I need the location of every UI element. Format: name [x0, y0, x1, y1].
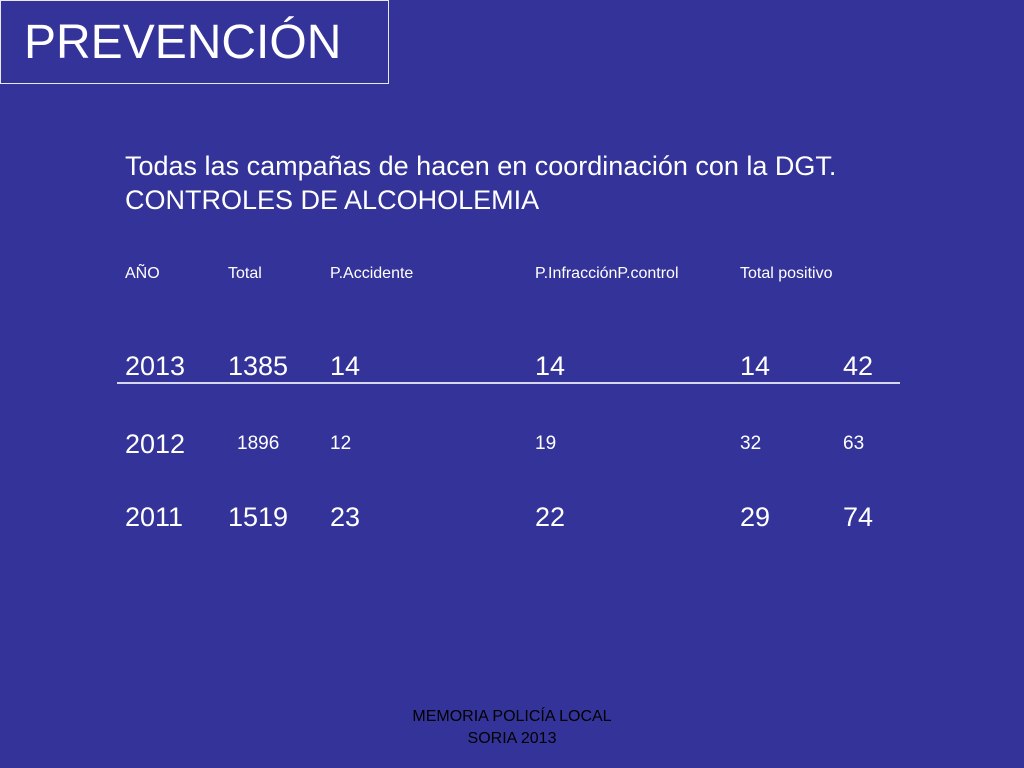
table-cell: 74	[843, 502, 874, 532]
table-cell: 2012	[125, 429, 186, 459]
table-header-total: Total	[228, 265, 262, 282]
table-cell: 63	[843, 433, 865, 454]
table-header-infraccion-control: P.InfracciónP.control	[535, 265, 679, 282]
title-box: PREVENCIÓN	[0, 0, 389, 84]
table-cell: 1385	[228, 351, 289, 381]
table-cell: 14	[740, 351, 771, 381]
table-cell: 19	[535, 433, 557, 454]
table-cell: 14	[535, 351, 566, 381]
table-cell: 22	[535, 502, 566, 532]
table-header-accidente: P.Accidente	[330, 265, 414, 282]
table-cell: 12	[330, 433, 352, 454]
table-cell: 2013	[125, 351, 186, 381]
subtitle-block: Todas las campañas de hacen en coordinac…	[125, 149, 836, 217]
table-cell: 23	[330, 502, 361, 532]
footer: MEMORIA POLICÍA LOCAL SORIA 2013	[362, 706, 662, 750]
subtitle-line-1: Todas las campañas de hacen en coordinac…	[125, 151, 837, 181]
footer-line-1: MEMORIA POLICÍA LOCAL	[412, 708, 612, 725]
table-cell: 29	[740, 502, 771, 532]
subtitle-line-2: CONTROLES DE ALCOHOLEMIA	[125, 185, 540, 215]
table-cell: 42	[843, 351, 874, 381]
table-cell: 1519	[228, 502, 289, 532]
table-cell: 1896	[237, 433, 280, 454]
row-divider	[117, 382, 900, 384]
table-header-year: AÑO	[125, 265, 160, 282]
slide-title: PREVENCIÓN	[24, 16, 342, 69]
table-cell: 14	[330, 351, 361, 381]
table-cell: 32	[740, 433, 762, 454]
table-header-total-positivo: Total positivo	[740, 265, 833, 282]
footer-line-2: SORIA 2013	[467, 730, 557, 747]
table-cell: 2011	[125, 502, 184, 532]
